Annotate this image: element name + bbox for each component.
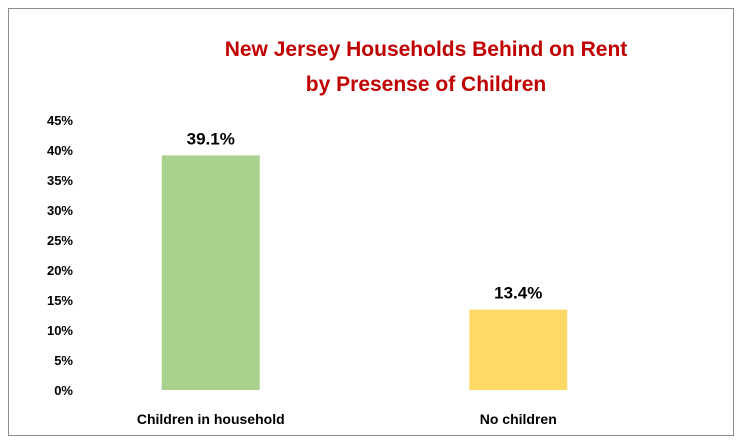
data-labels: 39.1% 13.4%	[187, 129, 543, 302]
category-label: Children in household	[137, 411, 285, 427]
bar-value-label: 39.1%	[187, 129, 235, 148]
y-axis: 0% 5% 10% 15% 20% 25% 30% 35% 40% 45%	[47, 113, 73, 398]
x-axis: Children in household No children	[137, 411, 557, 427]
y-tick-label: 35%	[47, 173, 73, 188]
y-tick-label: 5%	[54, 353, 73, 368]
chart-subtitle: by Presense of Children	[306, 73, 546, 96]
bar-value-label: 13.4%	[494, 284, 542, 303]
chart-frame	[8, 8, 734, 436]
y-tick-label: 0%	[54, 383, 73, 398]
y-tick-label: 45%	[47, 113, 73, 128]
y-tick-label: 10%	[47, 323, 73, 338]
category-label: No children	[480, 411, 557, 427]
y-tick-label: 20%	[47, 263, 73, 278]
y-tick-label: 40%	[47, 143, 73, 158]
y-tick-label: 30%	[47, 203, 73, 218]
chart-title: New Jersey Households Behind on Rent	[225, 38, 628, 61]
y-tick-label: 25%	[47, 233, 73, 248]
y-tick-label: 15%	[47, 293, 73, 308]
bar	[469, 309, 568, 390]
bars	[161, 155, 568, 390]
bar	[161, 155, 260, 390]
